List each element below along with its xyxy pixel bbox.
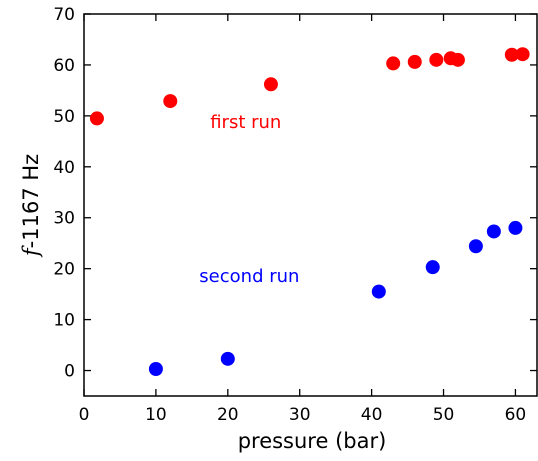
- annotation-0: first run: [210, 112, 281, 133]
- y-axis-label-rest: -1167 Hz: [19, 154, 43, 249]
- data-points: [89, 47, 530, 377]
- point-series0-8: [504, 47, 519, 62]
- point-series1-2: [371, 284, 386, 299]
- y-axis-label: f-1167 Hz: [19, 154, 43, 258]
- point-series0-4: [407, 54, 422, 69]
- point-series1-0: [148, 362, 163, 377]
- point-series0-0: [89, 111, 104, 126]
- x-tick-label-5: 50: [433, 405, 455, 425]
- point-series1-1: [220, 351, 235, 366]
- x-tick-label-2: 20: [217, 405, 239, 425]
- y-tick-label-4: 40: [53, 158, 75, 178]
- point-series0-2: [263, 77, 278, 92]
- x-axis-label: pressure (bar): [238, 429, 387, 453]
- annotations: first run second run: [199, 112, 299, 287]
- x-tick-label-0: 0: [79, 405, 90, 425]
- axis-ticks: 0 10 20 30 40 50 60 0 10 20 30 40 50 60 70: [53, 5, 537, 425]
- point-series0-7: [450, 52, 465, 67]
- point-series1-6: [508, 220, 523, 235]
- point-series0-1: [163, 94, 178, 109]
- y-tick-label-5: 50: [53, 107, 75, 127]
- x-tick-label-3: 30: [289, 405, 311, 425]
- point-series1-4: [468, 239, 483, 254]
- point-series0-9: [515, 47, 530, 62]
- annotation-1: second run: [199, 266, 299, 287]
- y-axis-label-italic: f: [19, 245, 43, 258]
- x-tick-label-6: 60: [505, 405, 527, 425]
- plot-frame: [83, 13, 538, 397]
- point-series1-5: [486, 224, 501, 239]
- point-series0-3: [386, 56, 401, 71]
- y-tick-label-1: 10: [53, 311, 75, 331]
- y-tick-label-7: 70: [53, 5, 75, 25]
- x-tick-label-4: 40: [361, 405, 383, 425]
- y-tick-label-0: 0: [64, 362, 75, 382]
- y-tick-label-2: 20: [53, 260, 75, 280]
- point-series1-3: [425, 260, 440, 275]
- x-tick-label-1: 10: [145, 405, 167, 425]
- y-tick-label-3: 30: [53, 209, 75, 229]
- y-tick-label-6: 60: [53, 56, 75, 76]
- point-series0-5: [429, 52, 444, 67]
